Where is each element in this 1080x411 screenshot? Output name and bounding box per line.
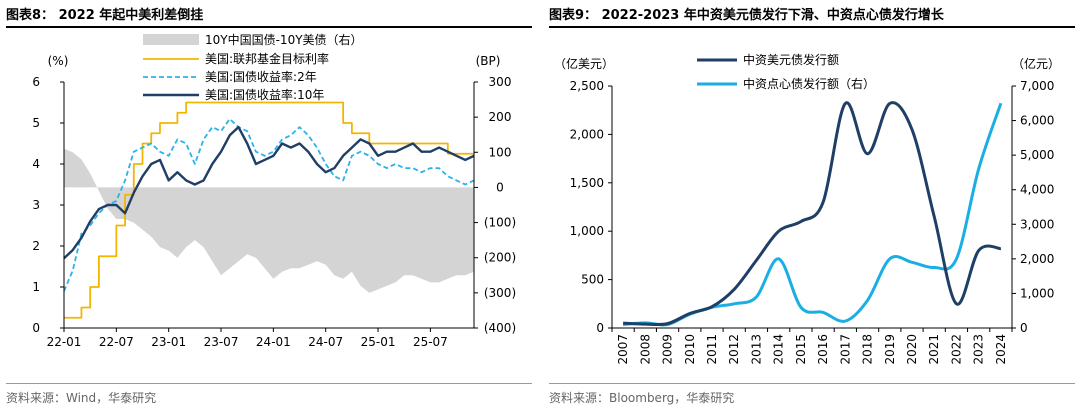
y-axis-label-left: (%) <box>48 54 69 68</box>
y-tick-label-right: 0 <box>1020 321 1028 335</box>
y-tick-label-right: 200 <box>489 110 512 124</box>
series-area-cn-us-spread <box>64 148 474 293</box>
x-tick-label: 2017 <box>838 334 852 365</box>
chart-title: 图表9： 2022-2023 年中资美元债发行下滑、中资点心债发行增长 <box>549 8 944 23</box>
y-tick-label-right: 5,000 <box>1020 148 1054 162</box>
y-tick-label-left: 500 <box>581 273 604 287</box>
y-tick-label-left: 1 <box>32 280 40 294</box>
y-tick-label-right: (200) <box>484 251 516 265</box>
x-tick-label: 2015 <box>794 334 808 365</box>
y-tick-label-left: 0 <box>596 321 604 335</box>
x-tick-label: 2010 <box>683 334 697 365</box>
y-axis-label-right: (BP) <box>476 54 501 68</box>
x-tick-label: 2022 <box>949 334 963 365</box>
y-tick-label-left: 5 <box>32 116 40 130</box>
x-tick-label: 24-01 <box>256 335 291 349</box>
x-tick-label: 2024 <box>994 334 1008 365</box>
y-tick-label-right: 4,000 <box>1020 183 1054 197</box>
x-tick-label: 2018 <box>861 334 875 365</box>
x-tick-label: 23-01 <box>151 335 186 349</box>
issuance-chart: 0 500 1,000 1,500 2,000 2,500 0 1,000 2,000 3,000… <box>554 52 1060 365</box>
series-line-fed-funds-rate <box>64 101 474 319</box>
y-tick-label-left: 3 <box>32 198 40 212</box>
x-tick-label: 2016 <box>816 334 830 365</box>
y-tick-label-right: (100) <box>484 216 516 230</box>
panel-us-china-spread: 图表8： 2022 年起中美利差倒挂 0 1 2 3 4 5 6 (400) (300) (200… <box>6 0 532 411</box>
y-tick-label-right: 7,000 <box>1020 79 1054 93</box>
legend-label: 10Y中国国债-10Y美债（右） <box>205 32 363 47</box>
x-tick-label: 23-07 <box>204 335 239 349</box>
x-tick-label: 25-07 <box>413 335 448 349</box>
series-line-ust-10y <box>63 125 475 260</box>
x-tick-label: 2008 <box>638 334 652 365</box>
legend-swatch-area <box>143 34 199 45</box>
legend-label: 中资点心债发行额（右） <box>743 76 875 91</box>
title-rule <box>6 26 532 28</box>
title-rule <box>549 26 1075 28</box>
y-axis-label-right: （亿元） <box>1012 56 1060 71</box>
legend-label: 美国:国债收益率:2年 <box>205 69 317 84</box>
y-tick-label-right: 2,000 <box>1020 252 1054 266</box>
x-tick-label: 2023 <box>972 334 986 365</box>
x-tick-label: 22-01 <box>47 335 82 349</box>
legend-label: 美国:国债收益率:10年 <box>205 87 324 102</box>
series-line-usd-bond <box>623 101 1002 327</box>
y-tick-label-right: 6,000 <box>1020 114 1054 128</box>
x-tick-label: 25-01 <box>361 335 396 349</box>
y-tick-label-left: 2,000 <box>570 127 604 141</box>
x-tick-label: 2021 <box>927 334 941 365</box>
source-rule <box>6 383 532 384</box>
y-tick-label-left: 6 <box>32 75 40 89</box>
y-tick-label-left: 2,500 <box>570 79 604 93</box>
y-tick-label-right: (400) <box>484 321 516 335</box>
x-tick-label: 2009 <box>661 334 675 365</box>
series-line-ust-2y <box>63 118 475 292</box>
spread-chart: 0 1 2 3 4 5 6 (400) (300) (200) (100) 0 100 200 300 22-… <box>32 32 516 349</box>
x-tick-label: 2012 <box>727 334 741 365</box>
chart-title: 图表8： 2022 年起中美利差倒挂 <box>6 8 204 23</box>
y-tick-label-right: (300) <box>484 286 516 300</box>
x-tick-label: 2019 <box>883 334 897 365</box>
y-tick-label-right: 100 <box>489 145 512 159</box>
x-tick-label: 2020 <box>905 334 919 365</box>
y-tick-label-left: 1,000 <box>570 224 604 238</box>
x-tick-label: 2007 <box>616 334 630 365</box>
y-tick-label-left: 2 <box>32 239 40 253</box>
y-tick-label-right: 0 <box>496 180 504 194</box>
x-tick-label: 24-07 <box>308 335 343 349</box>
x-tick-label: 2013 <box>749 334 763 365</box>
x-tick-label: 2011 <box>705 334 719 365</box>
source-note: 资料来源：Wind，华泰研究 <box>6 391 157 405</box>
y-axis-label-left: （亿美元） <box>554 56 614 71</box>
y-tick-label-left: 4 <box>32 157 40 171</box>
x-tick-label: 2014 <box>772 334 786 365</box>
legend-label: 美国:联邦基金目标利率 <box>205 51 329 66</box>
y-tick-label-left: 1,500 <box>570 176 604 190</box>
y-tick-label-right: 1,000 <box>1020 286 1054 300</box>
y-tick-label-left: 0 <box>32 321 40 335</box>
series-line-dimsum-bond <box>622 102 1003 327</box>
source-note: 资料来源：Bloomberg，华泰研究 <box>549 391 735 405</box>
panel-bond-issuance: 图表9： 2022-2023 年中资美元债发行下滑、中资点心债发行增长 0 500… <box>549 0 1075 411</box>
source-rule <box>549 383 1075 384</box>
y-tick-label-right: 300 <box>489 75 512 89</box>
legend-label: 中资美元债发行额 <box>743 52 839 67</box>
x-tick-label: 22-07 <box>99 335 134 349</box>
y-tick-label-right: 3,000 <box>1020 217 1054 231</box>
